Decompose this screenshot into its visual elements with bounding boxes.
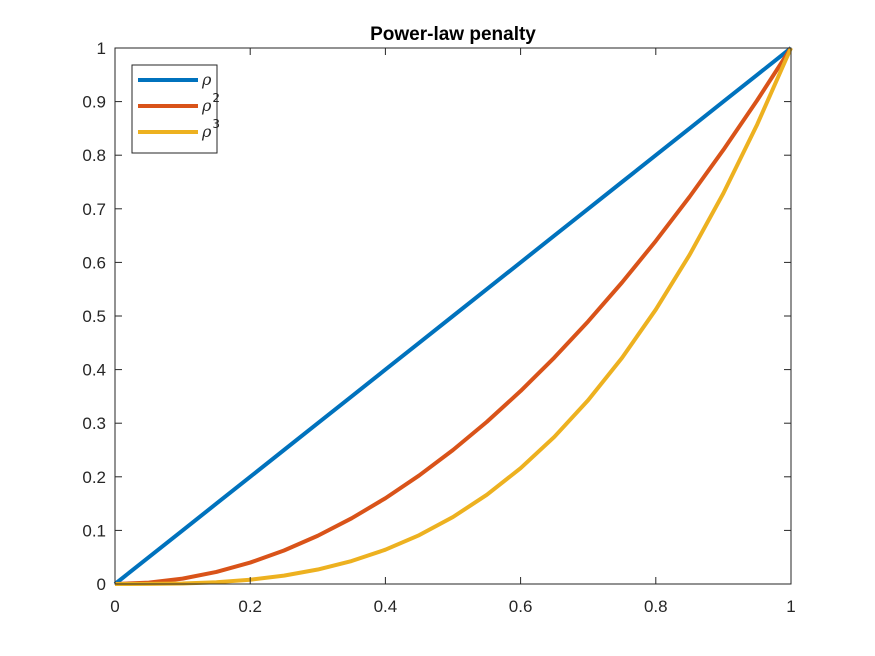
y-tick-label: 0.6 xyxy=(82,253,106,272)
chart-title: Power-law penalty xyxy=(370,24,536,45)
y-tick-label: 0 xyxy=(97,575,106,594)
y-tick-label: 0.2 xyxy=(82,468,106,487)
x-tick-label: 0 xyxy=(110,597,119,616)
series-line-1 xyxy=(113,46,793,586)
y-tick-label: 1 xyxy=(97,39,106,58)
y-tick-label: 0.9 xyxy=(82,93,106,112)
x-tick-label: 0.4 xyxy=(374,597,398,616)
x-tick-label: 0.2 xyxy=(238,597,262,616)
y-tick-label: 0.7 xyxy=(82,200,106,219)
series-line-3 xyxy=(114,47,793,586)
series-line-2 xyxy=(114,46,793,586)
series-layer xyxy=(113,46,793,586)
y-tick-label: 0.8 xyxy=(82,146,106,165)
legend-label-2: ρ2 xyxy=(201,91,220,115)
legend-label-3: ρ3 xyxy=(201,117,220,141)
y-tick-label: 0.5 xyxy=(82,307,106,326)
legend-label-1: ρ xyxy=(201,70,212,89)
y-tick-label: 0.4 xyxy=(82,361,106,380)
y-tick-label: 0.3 xyxy=(82,414,106,433)
x-tick-label: 1 xyxy=(786,597,795,616)
x-tick-label: 0.6 xyxy=(509,597,533,616)
ticks-layer: 0 0.2 0.4 0.6 0.8 1 0 0.1 0.2 0.3 0.4 0.5 0.6 0.7 0.8 0… xyxy=(82,39,795,616)
y-tick-label: 0.1 xyxy=(82,521,106,540)
x-tick-label: 0.8 xyxy=(644,597,668,616)
